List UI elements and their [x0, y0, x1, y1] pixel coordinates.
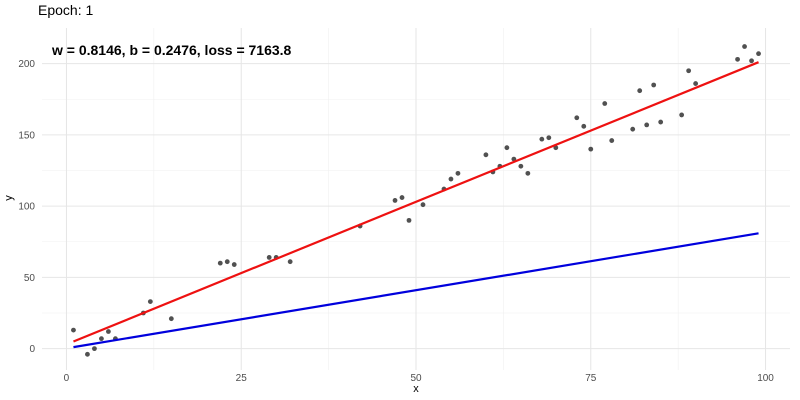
data-point — [525, 170, 531, 176]
data-point — [392, 198, 398, 203]
data-point — [420, 202, 426, 208]
data-point — [693, 81, 699, 86]
y-tick-label: 50 — [24, 273, 36, 284]
data-point — [686, 68, 692, 74]
chart-annotation: w = 0.8146, b = 0.2476, loss = 7163.8 — [51, 42, 292, 58]
data-point — [504, 145, 510, 151]
x-tick-label: 100 — [757, 373, 774, 384]
x-tick-label: 50 — [410, 373, 422, 384]
data-point — [581, 123, 587, 129]
data-point — [679, 112, 685, 118]
data-point — [106, 329, 111, 334]
data-point — [483, 152, 489, 158]
data-point — [630, 126, 636, 132]
data-point — [644, 122, 650, 128]
data-point — [539, 136, 545, 142]
data-point — [406, 217, 412, 223]
data-point — [399, 195, 405, 200]
data-point — [588, 146, 594, 152]
y-tick-label: 0 — [29, 344, 35, 355]
data-point — [287, 259, 293, 265]
series-layer — [71, 44, 761, 357]
tick-layer: 0 25 50 75 100 0 50 100 150 200 — [18, 59, 774, 384]
x-axis-title: x — [413, 383, 419, 395]
data-point — [574, 115, 580, 121]
data-point — [266, 255, 272, 260]
y-tick-label: 100 — [18, 202, 35, 213]
data-point — [85, 351, 90, 357]
data-point — [71, 327, 76, 333]
y-tick-label: 150 — [18, 130, 35, 141]
chart-title: Epoch: 1 — [38, 2, 93, 18]
data-point — [224, 259, 230, 265]
data-point — [742, 44, 747, 49]
data-point — [168, 316, 174, 322]
data-point — [749, 58, 754, 64]
data-point — [651, 82, 657, 88]
data-point — [217, 260, 223, 266]
data-point — [602, 101, 608, 106]
fit-line — [73, 61, 759, 343]
data-point — [756, 51, 761, 57]
data-point — [147, 299, 153, 304]
y-axis-title: y — [3, 195, 15, 201]
data-point — [455, 170, 461, 176]
data-point — [609, 138, 615, 143]
data-point — [231, 262, 237, 267]
fit-line — [73, 232, 759, 349]
data-point — [518, 163, 524, 169]
data-point — [99, 336, 104, 342]
data-point — [448, 176, 454, 182]
data-point — [546, 135, 552, 141]
x-tick-label: 75 — [585, 373, 597, 384]
x-tick-label: 25 — [236, 373, 248, 384]
y-tick-label: 200 — [18, 59, 35, 70]
x-tick-label: 0 — [64, 373, 70, 384]
data-point — [637, 88, 643, 94]
data-point — [658, 119, 664, 125]
data-point — [735, 56, 740, 62]
grid-layer — [42, 28, 790, 370]
data-point — [92, 346, 97, 352]
